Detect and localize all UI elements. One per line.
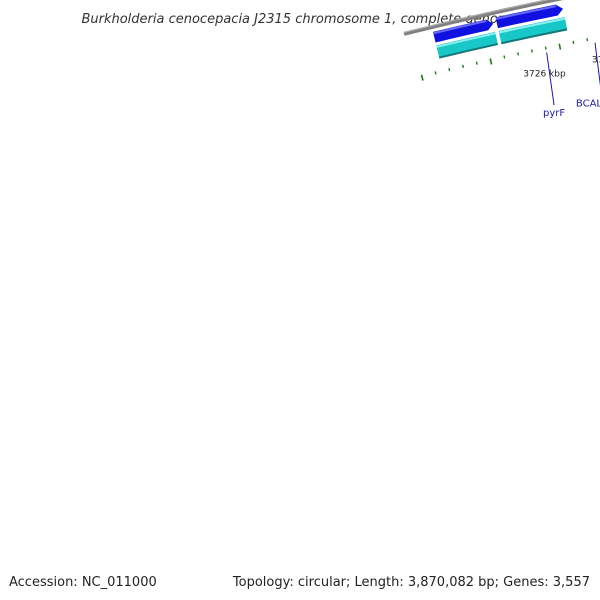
reverse-gene-0 — [436, 31, 498, 58]
forward-gene-0 — [432, 19, 494, 43]
inner-tick-6 — [503, 55, 506, 59]
svg-text:pyrF: pyrF — [543, 108, 565, 119]
inner-tick-2 — [448, 67, 451, 72]
inner-tick-11 — [572, 40, 575, 45]
svg-text:BCAL3401: BCAL3401 — [576, 98, 600, 109]
genome-title: Burkholderia cenocepacia J2315 chromosom… — [81, 12, 518, 27]
gene-label-pyrF: pyrF — [543, 52, 565, 119]
backbone-line — [403, 0, 565, 36]
inner-tick-3 — [462, 64, 465, 68]
inner-tick-1 — [434, 71, 437, 75]
inner-tick-9 — [544, 46, 547, 50]
forward-gene-1 — [495, 4, 564, 29]
gene-labels: pyrFBCAL3401BCAL3402araHaraGBCAL3405BCAL… — [543, 42, 600, 119]
inner-tick-marks — [420, 38, 589, 81]
kbp-label-3727: 3727 kbp — [592, 56, 600, 66]
genome-summary-text: Topology: circular; Length: 3,870,082 bp… — [232, 575, 590, 590]
inner-tick-8 — [530, 49, 533, 53]
inner-tick-0 — [420, 74, 424, 81]
inner-tick-5 — [489, 58, 493, 65]
gene-label-BCAL3401: BCAL3401 — [576, 42, 600, 109]
reverse-gene-1 — [498, 17, 568, 43]
genome-backbone — [403, 0, 565, 36]
inner-tick-10 — [558, 43, 562, 50]
backbone-highlight — [403, 0, 550, 34]
inner-tick-7 — [517, 52, 520, 56]
kbp-label-3726: 3726 kbp — [523, 69, 566, 79]
forward-strand-genes — [432, 4, 564, 43]
reverse-strand-genes — [436, 17, 568, 59]
kbp-tick-labels: 3726 kbp3727 kbp3728 kbp3729 kbp3730 kbp… — [523, 56, 600, 80]
inner-tick-12 — [586, 38, 589, 42]
inner-tick-4 — [475, 61, 478, 65]
accession-text: Accession: NC_011000 — [9, 575, 157, 590]
